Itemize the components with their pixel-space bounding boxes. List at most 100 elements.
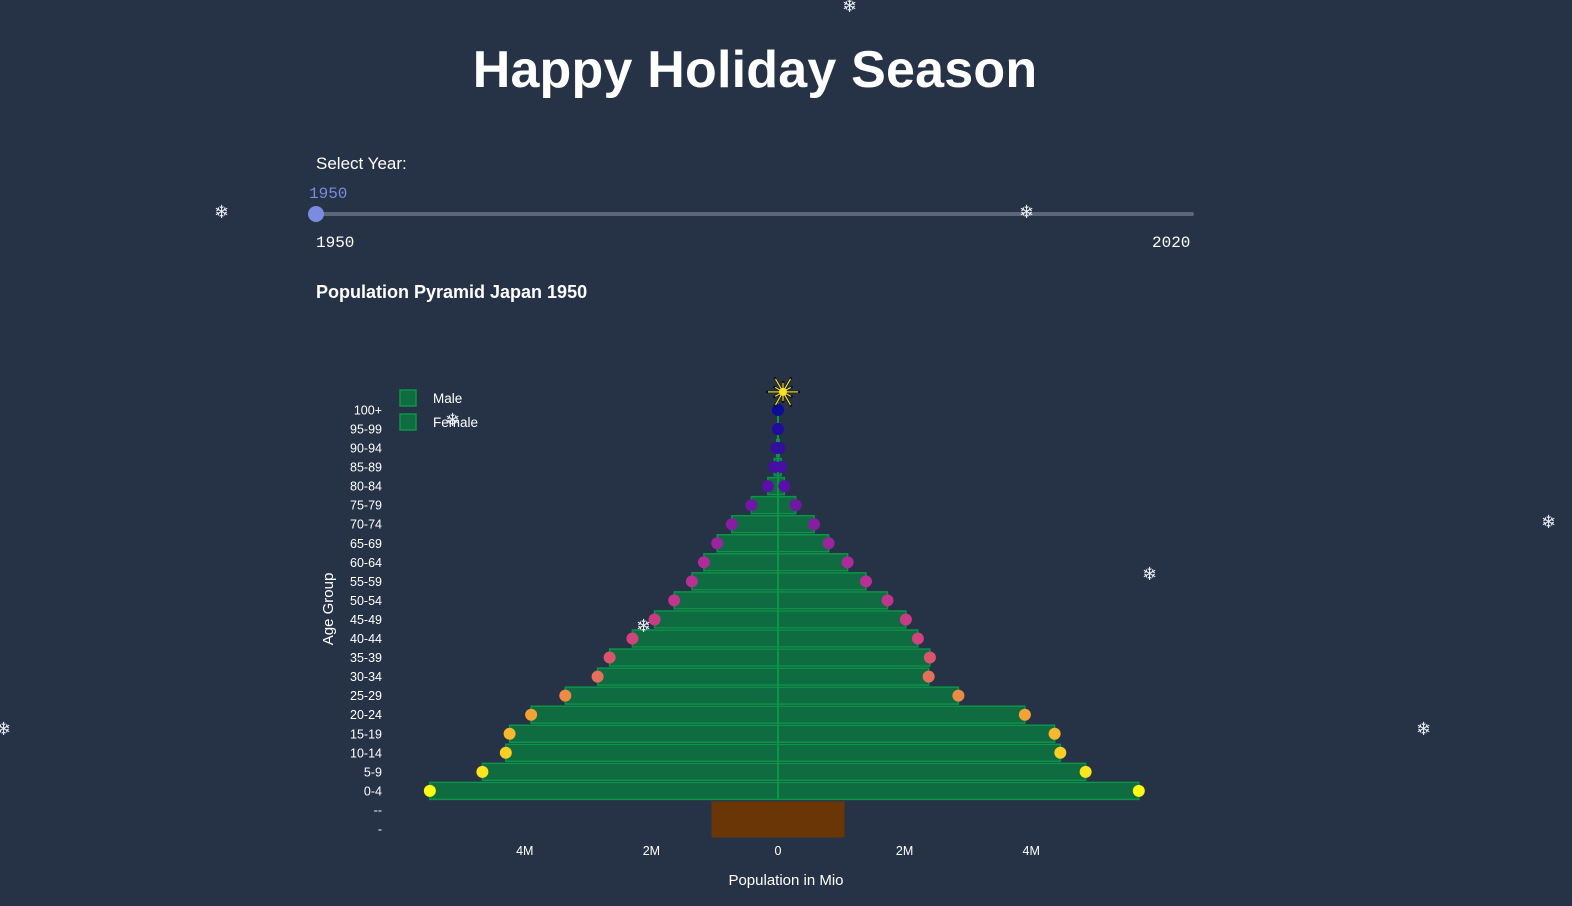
- chart-heading: Population Pyramid Japan 1950: [316, 282, 588, 302]
- male-ornament-35-39: [603, 651, 616, 664]
- female-bar-10-14: [777, 743, 1062, 763]
- y-tick-label: 20-24: [350, 708, 382, 722]
- female-bar-45-49: [777, 610, 907, 629]
- female-bar-50-54: [777, 591, 889, 610]
- male-ornament-55-59: [685, 575, 698, 588]
- female-bar-0-4: [777, 781, 1140, 801]
- y-tick-label: 85-89: [350, 461, 382, 475]
- star-icon: [766, 376, 800, 408]
- snowflake-icon: ❄: [1541, 512, 1557, 532]
- male-bar-25-29: [564, 686, 779, 705]
- snowflake-icon: ❄: [214, 202, 230, 222]
- y-tick-label: 25-29: [350, 689, 382, 703]
- y-tick-label: 80-84: [350, 480, 382, 494]
- y-tick-label: 30-34: [350, 670, 382, 684]
- female-ornament-75-79: [789, 499, 802, 512]
- male-ornament-45-49: [648, 613, 661, 626]
- male-ornament-80-84: [761, 480, 774, 493]
- female-bar-5-9: [777, 762, 1087, 782]
- male-ornament-75-79: [745, 499, 758, 512]
- y-tick-label: 60-64: [350, 556, 382, 570]
- female-ornament-30-34: [922, 670, 935, 683]
- female-bar-15-19: [777, 724, 1056, 743]
- y-tick-label: 50-54: [350, 594, 382, 608]
- y-tick-label: 15-19: [350, 727, 382, 741]
- x-tick-label: 0: [775, 844, 782, 858]
- male-bar-60-64: [703, 553, 779, 572]
- y-tick-label: 100+: [354, 403, 382, 417]
- year-slider-label: Select Year:: [316, 154, 407, 173]
- legend-swatch: [399, 389, 417, 407]
- male-bar-40-44: [631, 629, 779, 648]
- female-ornament-35-39: [923, 651, 936, 664]
- x-axis-title: Population in Mio: [728, 872, 843, 889]
- snowflake-icon: ❄: [445, 410, 461, 430]
- year-slider-max-label: 2020: [1152, 234, 1191, 252]
- snowflake-icon: ❄: [1416, 719, 1432, 739]
- y-tick-label: 55-59: [350, 575, 382, 589]
- snowflake-icon: ❄: [636, 616, 652, 636]
- legend-swatch: [399, 413, 417, 431]
- y-tick-label: 10-14: [350, 746, 382, 760]
- male-bar-70-74: [731, 514, 779, 534]
- y-tick-label: 0-4: [364, 784, 382, 798]
- snowflake-icon: ❄: [0, 719, 12, 739]
- snowflake-icon: ❄: [1142, 564, 1158, 584]
- male-bar-30-34: [596, 667, 779, 686]
- y-tick-label: 70-74: [350, 518, 382, 532]
- snowflake-icon: ❄: [1019, 202, 1035, 222]
- female-ornament-90-94: [773, 442, 786, 454]
- male-ornament-25-29: [559, 689, 572, 702]
- year-slider-track[interactable]: [316, 212, 1194, 216]
- female-bar-65-69: [777, 534, 830, 553]
- female-bar-35-39: [777, 648, 931, 667]
- y-tick-label: -: [378, 823, 382, 837]
- female-ornament-85-89: [775, 461, 788, 474]
- y-tick-label: 65-69: [350, 537, 382, 551]
- year-slider-min-label: 1950: [316, 234, 355, 252]
- female-ornament-80-84: [778, 480, 791, 493]
- female-ornament-40-44: [911, 632, 924, 645]
- male-bar-65-69: [716, 534, 779, 553]
- x-tick-label: 2M: [643, 844, 660, 858]
- male-ornament-60-64: [697, 556, 710, 569]
- female-ornament-15-19: [1048, 727, 1061, 740]
- female-ornament-45-49: [899, 613, 912, 626]
- y-tick-label: 40-44: [350, 632, 382, 646]
- female-ornament-20-24: [1018, 708, 1031, 721]
- male-bar-35-39: [608, 648, 779, 667]
- y-tick-label: 95-99: [350, 422, 382, 436]
- male-ornament-30-34: [591, 670, 604, 683]
- male-ornament-40-44: [626, 632, 639, 645]
- male-bar-0-4: [429, 781, 779, 801]
- male-ornament-10-14: [499, 746, 512, 759]
- male-bar-10-14: [505, 743, 779, 763]
- male-ornament-5-9: [476, 765, 489, 778]
- x-tick-label: 4M: [1023, 844, 1040, 858]
- female-ornament-5-9: [1079, 765, 1092, 778]
- female-ornament-55-59: [859, 575, 872, 588]
- y-tick-label: 45-49: [350, 613, 382, 627]
- y-tick-label: 5-9: [364, 765, 382, 779]
- x-tick-label: 4M: [516, 844, 533, 858]
- female-bar-40-44: [777, 629, 919, 648]
- female-bar-60-64: [777, 553, 849, 572]
- female-bar-30-34: [777, 667, 930, 686]
- male-ornament-15-19: [503, 727, 516, 740]
- male-bar-15-19: [508, 724, 779, 743]
- female-bar-25-29: [777, 686, 960, 705]
- female-ornament-60-64: [841, 556, 854, 569]
- male-bar-55-59: [691, 572, 779, 591]
- year-slider-value: 1950: [309, 185, 348, 203]
- female-ornament-0-4: [1132, 784, 1145, 797]
- x-tick-label: 2M: [896, 844, 913, 858]
- year-slider-thumb[interactable]: [308, 206, 324, 222]
- male-bar-5-9: [481, 762, 779, 782]
- female-ornament-10-14: [1054, 746, 1067, 759]
- female-bar-55-59: [777, 572, 867, 591]
- male-ornament-0-4: [423, 784, 436, 797]
- male-ornament-20-24: [525, 708, 538, 721]
- male-ornament-65-69: [711, 537, 724, 550]
- y-tick-label: --: [374, 803, 382, 817]
